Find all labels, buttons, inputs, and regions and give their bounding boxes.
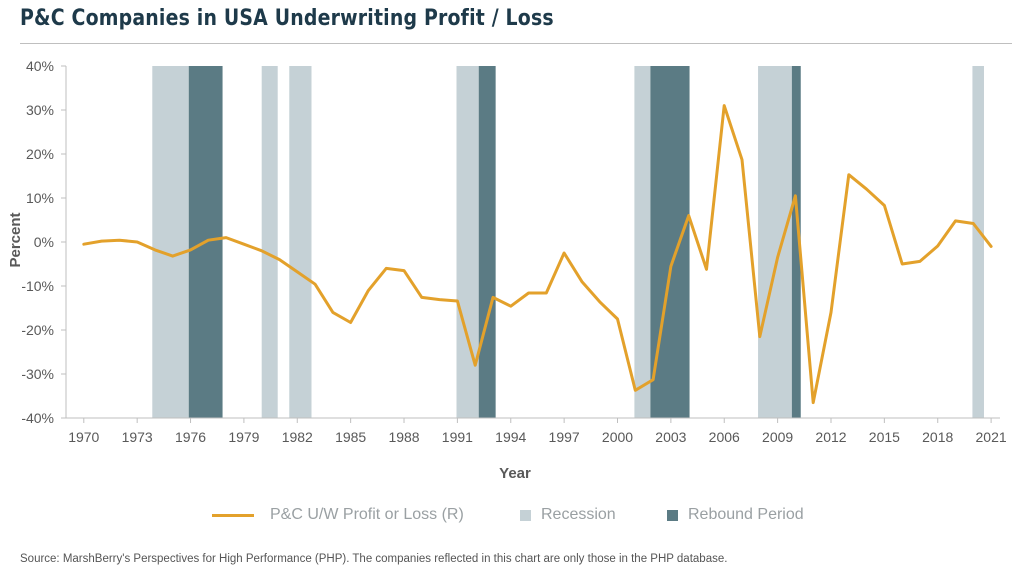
legend-item-rebound: Rebound Period [667,503,804,527]
y-tick-label: 20% [26,146,54,162]
x-axis-label: Year [499,465,531,482]
x-tick-label: 1976 [175,429,206,445]
y-axis-label: Percent [7,212,24,267]
x-tick-label: 2015 [869,429,900,445]
legend-item-recession: Recession [520,503,616,527]
x-tick-label: 1970 [68,429,99,445]
y-tick-label: 40% [26,58,54,74]
underwriting-profit-line [82,104,993,405]
x-tick-label: 2000 [602,429,633,445]
x-tick-label: 2018 [922,429,953,445]
y-axis-ticks: -40% -30% -20% -10% 0% 10% 20% 30% 40% [21,58,66,426]
line-chart: -40%-30%-20%-10%0%10%20%30%40% 1970 1973 1… [7,58,1007,482]
y-tick-label: -40% [21,410,54,426]
x-axis-ticks: 1970 1973 1976 1979 1982 1985 1988 1991 1994 1997… [68,418,1007,445]
legend-rebound-swatch [667,509,678,521]
legend-label-line: P&C U/W Profit or Loss (R) [270,506,464,523]
recession-band [972,66,984,418]
x-tick-label: 1982 [282,429,313,445]
x-tick-label: 1973 [122,429,153,445]
recession-band [152,66,189,418]
y-tick-label: -10% [21,278,54,294]
y-tick-label: -30% [21,366,54,382]
rebound-period-band [791,66,801,418]
legend-item-line: P&C U/W Profit or Loss (R) [212,503,464,527]
x-tick-label: 2003 [655,429,686,445]
recession-band [634,66,651,418]
y-tick-label: 30% [26,102,54,118]
x-tick-label: 2006 [709,429,740,445]
legend-line-swatch [212,513,254,517]
x-tick-label: 1991 [442,429,473,445]
x-tick-label: 1994 [495,429,526,445]
x-tick-label: 1988 [388,429,419,445]
data-series [82,104,993,405]
recession-band [261,66,278,418]
y-tick-label: -20% [21,322,54,338]
recession-band [758,66,792,418]
x-tick-label: 1997 [549,429,580,445]
x-tick-label: 2012 [815,429,846,445]
y-tick-label: 10% [26,190,54,206]
legend-recession-swatch [520,509,531,521]
shaded-periods [152,66,984,418]
chart-legend: P&C U/W Profit or Loss (R) Recession Reb… [0,503,1024,527]
x-tick-label: 1985 [335,429,366,445]
legend-label-recession: Recession [541,506,616,523]
x-tick-label: 2009 [762,429,793,445]
legend-label-rebound: Rebound Period [688,506,804,523]
chart-title: P&C Companies in USA Underwriting Profit… [20,6,554,31]
y-tick-label: 0% [34,234,54,250]
x-tick-label: 1979 [228,429,259,445]
x-tick-label: 2021 [976,429,1007,445]
rebound-period-band [478,66,496,418]
title-divider [20,43,1012,44]
source-note: Source: MarshBerry's Perspectives for Hi… [20,553,728,565]
recession-band [456,66,479,418]
recession-band [289,66,312,418]
